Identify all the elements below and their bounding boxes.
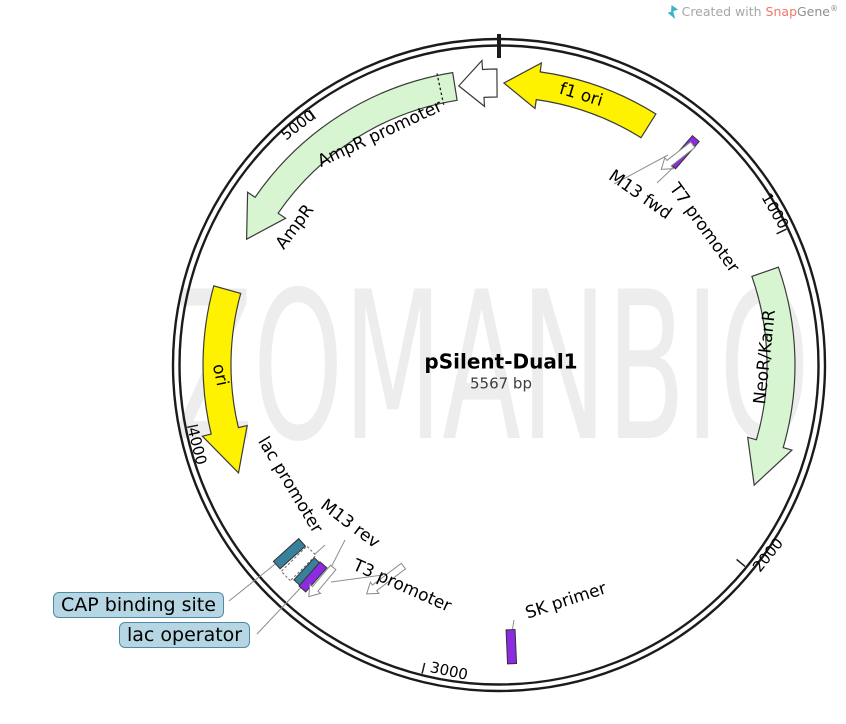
plasmid-name: pSilent-Dual1	[424, 349, 578, 374]
tick-5000	[308, 109, 317, 120]
boxed-label-cap-binding-site[interactable]: CAP binding site	[53, 592, 224, 618]
credit-suffix: Gene	[797, 4, 830, 20]
feature-marker-sk-primer[interactable]	[505, 628, 518, 665]
feature-divider-ampr	[436, 73, 445, 105]
plasmid-size: 5567 bp	[469, 374, 532, 393]
leader-line-7	[256, 579, 309, 635]
feature-marker-t3-promoter[interactable]	[298, 561, 328, 593]
feature-arc-neor-kanr[interactable]	[746, 266, 796, 487]
feature-marker-lac-promoter-region[interactable]	[280, 545, 317, 582]
feature-arc-f1-ori[interactable]	[502, 61, 657, 139]
leader-line-6	[228, 556, 285, 602]
primer-arrow-t3-region-arrow[interactable]	[362, 561, 407, 600]
snapgene-logo-icon	[665, 4, 678, 19]
plasmid-title-block: pSilent-Dual1 5567 bp	[424, 350, 577, 393]
snapgene-credit: Created with SnapGene®	[665, 4, 838, 19]
feature-arc-promoter-arrow[interactable]	[457, 59, 498, 108]
tick-4000	[187, 424, 199, 429]
primer-arrow-m13-rev[interactable]	[303, 563, 338, 601]
credit-brand: Snap	[765, 4, 797, 20]
feature-marker-cap-binding-site[interactable]	[272, 537, 307, 570]
watermark: ZOMANBIO	[174, 249, 810, 487]
feature-arc-ori[interactable]	[201, 285, 248, 475]
leader-line-0	[613, 154, 669, 185]
primer-arrow-m13-fwd[interactable]	[657, 139, 697, 175]
credit-prefix: Created with	[681, 4, 762, 20]
boxed-label-lac-operator[interactable]: lac operator	[119, 622, 251, 648]
leader-line-5	[330, 574, 384, 583]
tick-2000	[736, 558, 746, 567]
tick-3000	[421, 662, 426, 674]
credit-registered: ®	[830, 4, 838, 13]
feature-arc-ampr[interactable]	[245, 71, 458, 241]
tick-1000	[776, 228, 787, 235]
feature-label-ori[interactable]: ori	[207, 362, 233, 388]
